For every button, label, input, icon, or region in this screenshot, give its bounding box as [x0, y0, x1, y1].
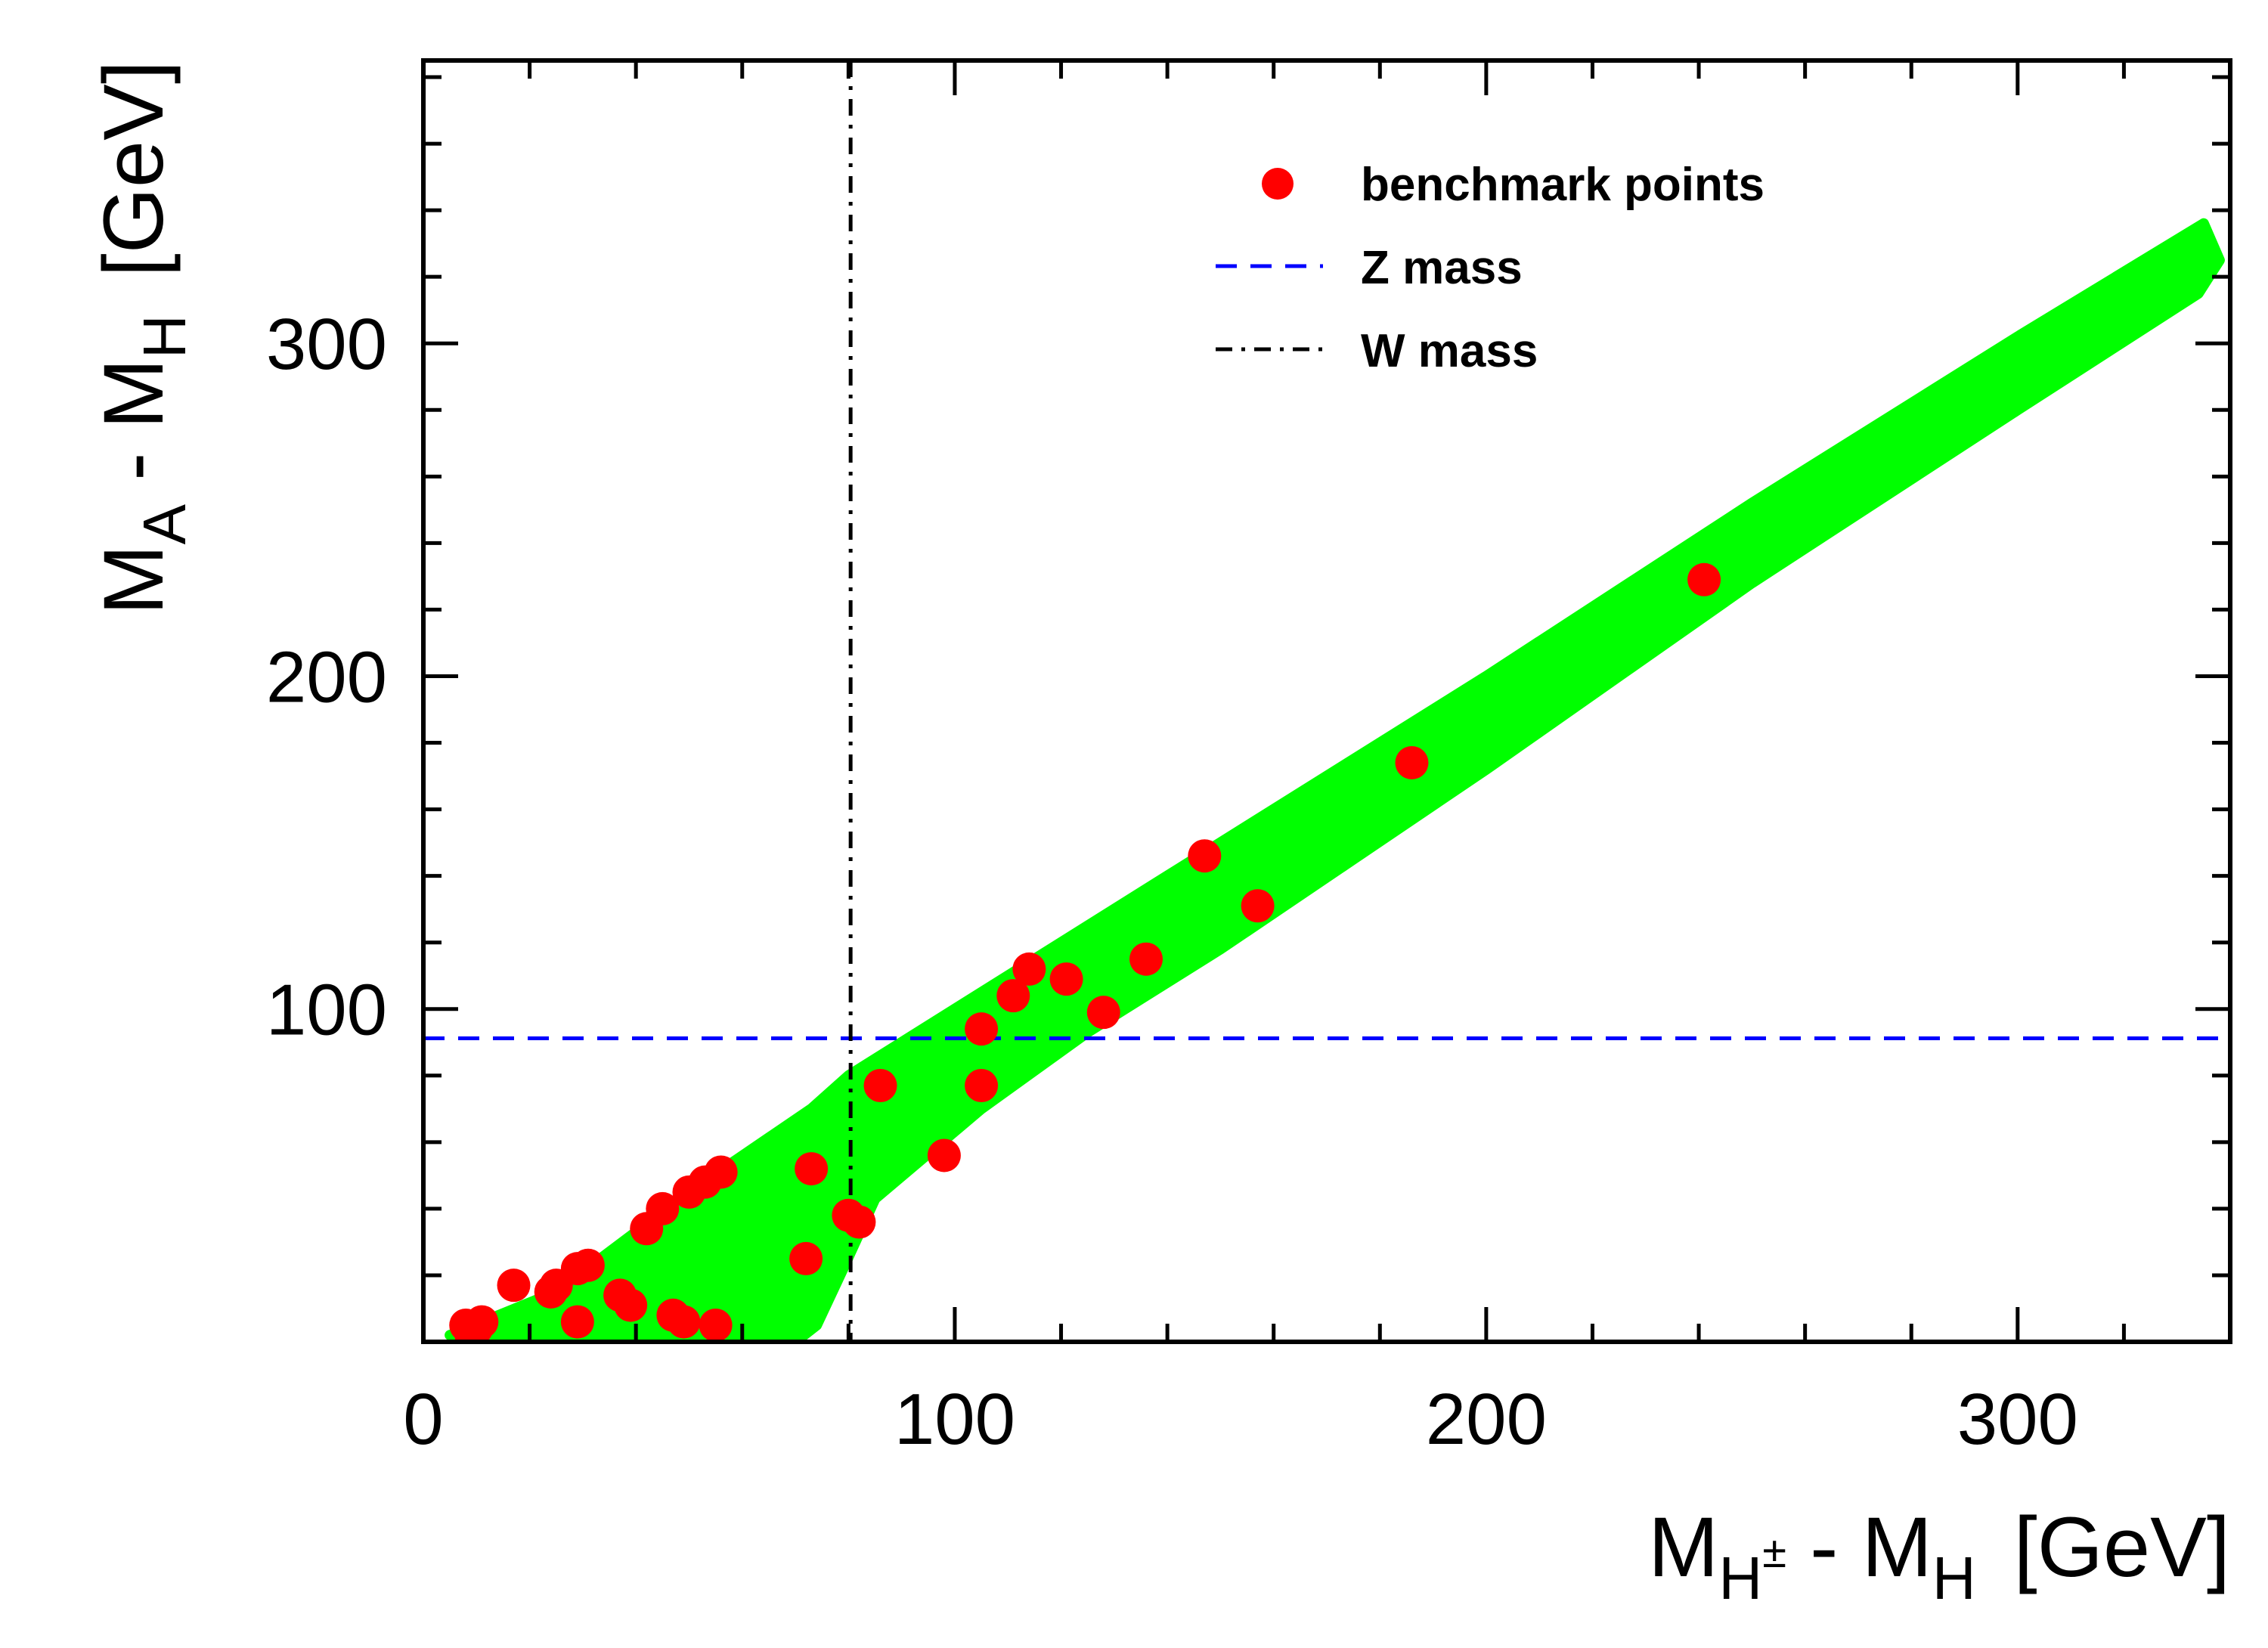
x-axis-title-sup: ±: [1762, 1528, 1786, 1577]
x-axis-title: MH± - MH [GeV]: [1648, 1500, 2230, 1612]
x-tick-labels: 0 100 200 300: [403, 1379, 2078, 1460]
x-axis-title-main: M: [1648, 1500, 1718, 1594]
y-axis-title-sub: A: [131, 503, 198, 544]
benchmark-point-8: [571, 1248, 605, 1282]
y-axis-title: MA - MH [GeV]: [86, 60, 198, 615]
benchmark-point-9: [560, 1305, 594, 1339]
x-axis-title-sub2: H: [1932, 1544, 1976, 1612]
benchmark-point-23: [842, 1205, 876, 1239]
benchmark-point-25: [927, 1138, 961, 1172]
x-tick-label-300: 300: [1957, 1379, 2078, 1460]
plot-frame: [421, 58, 2232, 1344]
plot-area: [423, 60, 2230, 1342]
benchmark-point-24: [863, 1069, 897, 1102]
benchmark-point-13: [646, 1191, 680, 1225]
y-axis-title-sub2: H: [131, 314, 198, 358]
benchmark-point-34: [1241, 889, 1275, 923]
x-axis-title-sub: H: [1718, 1544, 1762, 1612]
benchmark-point-4: [497, 1269, 531, 1303]
benchmark-point-29: [1012, 952, 1046, 986]
benchmark-points-layer: [449, 562, 1721, 1342]
y-axis-title-main: M: [86, 544, 181, 615]
legend-benchmark-marker: [1262, 168, 1294, 200]
legend-benchmark-label: benchmark points: [1361, 159, 1765, 211]
y-axis-title-mid: - M: [86, 358, 181, 504]
benchmark-point-31: [1086, 996, 1120, 1030]
benchmark-point-15: [667, 1305, 701, 1339]
benchmark-point-27: [965, 1069, 999, 1102]
y-tick-label-300: 300: [266, 304, 387, 385]
benchmark-point-21: [795, 1152, 829, 1186]
x-axis-title-unit: [GeV]: [2014, 1500, 2230, 1594]
benchmark-point-19: [704, 1155, 738, 1189]
benchmark-point-35: [1395, 745, 1429, 779]
y-axis-title-unit: [GeV]: [86, 60, 181, 277]
axis-ticks: [421, 60, 2232, 1342]
benchmark-point-26: [965, 1012, 999, 1046]
y-tick-labels: 100 200 300: [266, 304, 387, 1051]
allowed-region: [445, 218, 2225, 1342]
y-tick-label-200: 200: [266, 637, 387, 717]
legend-w-mass-label: W mass: [1361, 325, 1538, 377]
benchmark-point-32: [1129, 942, 1163, 976]
benchmark-point-20: [789, 1241, 823, 1275]
benchmark-point-33: [1188, 839, 1222, 873]
legend-z-mass-label: Z mass: [1361, 242, 1523, 294]
benchmark-point-18: [699, 1308, 733, 1342]
x-axis-title-mid: - M: [1786, 1500, 1932, 1594]
benchmark-point-36: [1687, 562, 1721, 596]
benchmark-point-30: [1049, 962, 1083, 996]
y-tick-label-100: 100: [266, 970, 387, 1051]
legend: benchmark points Z mass W mass: [1216, 159, 1765, 377]
x-tick-label-100: 100: [894, 1379, 1015, 1460]
benchmark-point-28: [996, 979, 1030, 1013]
benchmark-point-11: [614, 1288, 648, 1322]
benchmark-point-3: [465, 1305, 499, 1339]
x-tick-label-0: 0: [403, 1379, 443, 1460]
x-tick-label-200: 200: [1426, 1379, 1547, 1460]
